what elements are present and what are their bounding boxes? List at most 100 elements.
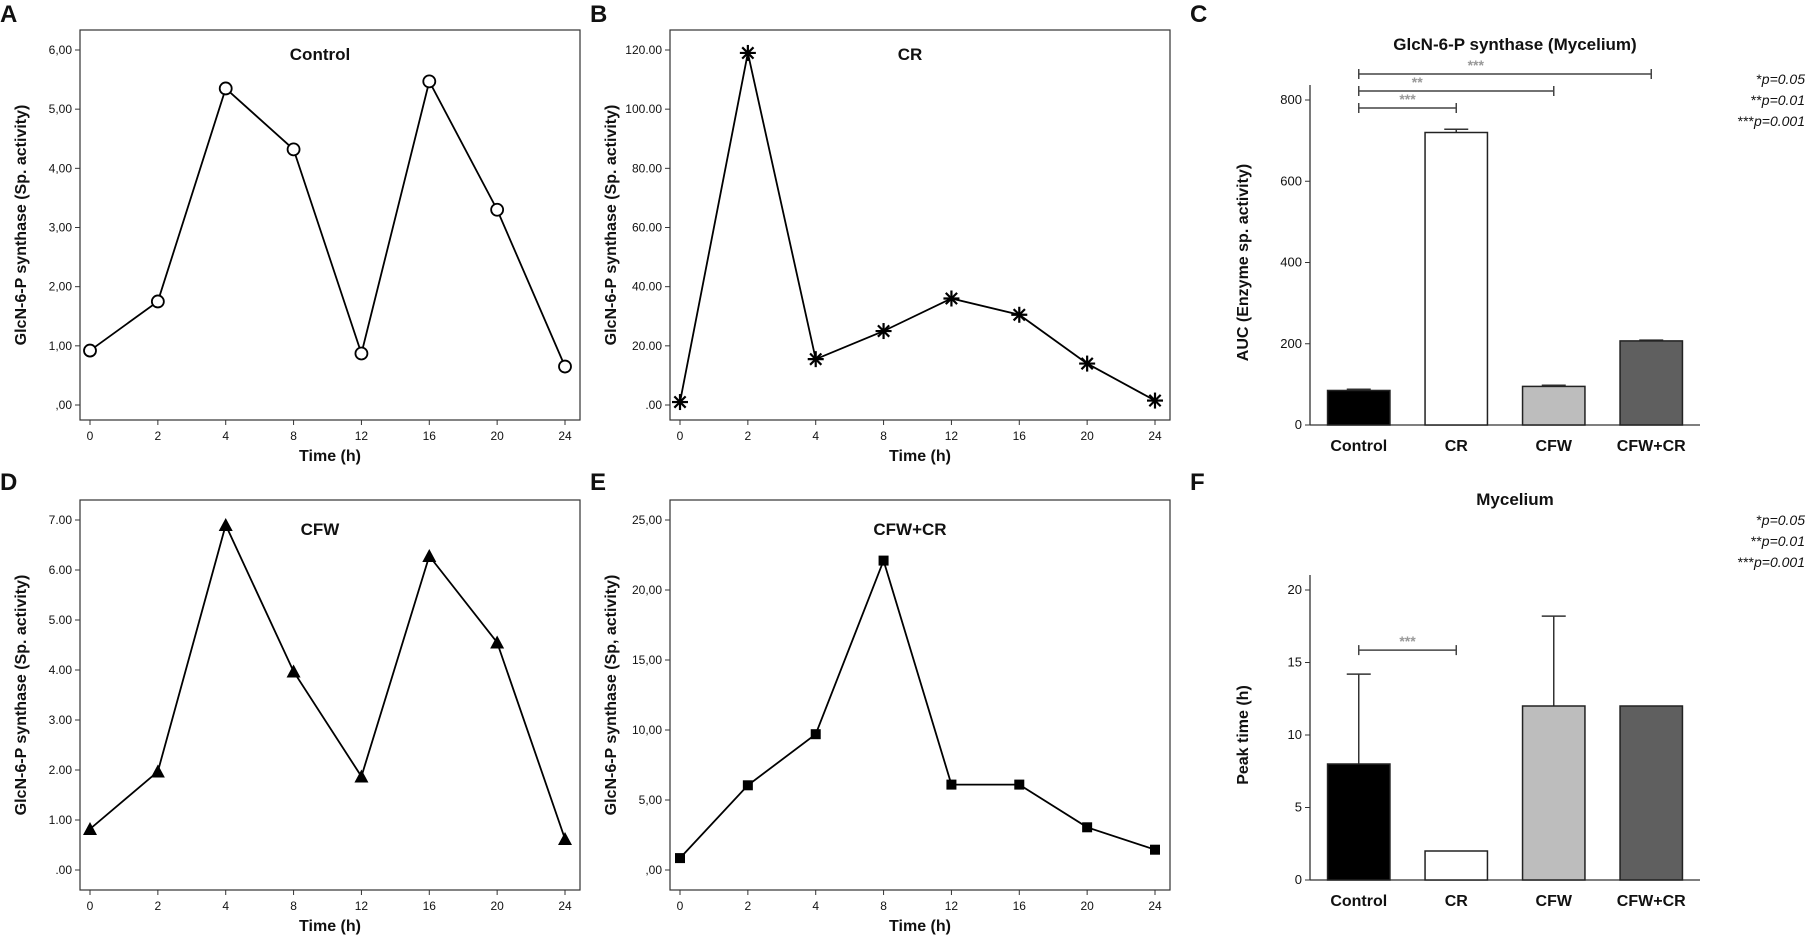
bar-cr [1424, 850, 1489, 881]
data-point-4 [354, 346, 369, 361]
x-tick-label: 16 [1013, 429, 1027, 443]
data-point-2 [218, 518, 233, 531]
data-point-7 [558, 359, 572, 374]
significance-bracket: *** [1358, 633, 1457, 656]
chart-title: CFW [301, 520, 341, 539]
legend-entry: **p=0.01 [1751, 533, 1805, 549]
y-tick-label: 25,00 [632, 513, 662, 527]
category-label: CFW [1536, 438, 1573, 455]
panel-letter: C [1190, 1, 1207, 28]
y-tick-label: 600 [1280, 173, 1302, 188]
bar-cfw [1521, 385, 1586, 426]
data-point-7 [1150, 844, 1160, 855]
legend-entry: ***p=0.001 [1738, 554, 1805, 570]
x-tick-label: 8 [290, 899, 297, 913]
y-tick-label: 400 [1280, 255, 1302, 270]
y-tick-label: 7.00 [49, 513, 73, 527]
data-point-6 [1082, 822, 1093, 833]
star-stroke [809, 352, 823, 366]
star-stroke [1012, 308, 1026, 322]
legend-stars: * [1756, 71, 1762, 87]
x-tick-label: 0 [87, 429, 94, 443]
data-point-6 [490, 635, 505, 649]
category-label: CFW+CR [1617, 438, 1686, 455]
star-stroke [877, 324, 891, 338]
y-tick-label: 4.00 [49, 663, 73, 677]
bar-cfw [1521, 705, 1586, 881]
data-point-5 [1011, 306, 1028, 323]
panel-F: F 0 5 10 15 20 Peak time (h) Mycelium Control CR C… [1190, 469, 1805, 910]
y-tick-label: 6,00 [49, 43, 73, 57]
y-tick-label: 2,00 [49, 280, 73, 294]
legend-text: p=0.05 [1761, 71, 1805, 87]
x-tick-label: 16 [423, 899, 437, 913]
x-tick-label: 2 [745, 899, 752, 913]
bar-control [1326, 763, 1391, 881]
data-point-0 [83, 822, 97, 835]
y-tick-label: 10,00 [632, 723, 662, 737]
star-stroke [1148, 394, 1162, 407]
x-tick-label: 12 [355, 899, 369, 913]
x-tick-label: 24 [558, 899, 572, 913]
legend-stars: *** [1738, 554, 1755, 570]
x-tick-label: 2 [155, 429, 162, 443]
y-tick-label: 40.00 [632, 280, 662, 294]
legend-stars: * [1756, 512, 1762, 528]
legend-text: p=0.05 [1761, 512, 1805, 528]
star-stroke [944, 292, 958, 305]
significance-label: *** [1399, 633, 1416, 649]
series-line [89, 78, 566, 367]
y-tick-label: 800 [1280, 92, 1302, 107]
y-tick-label: 100.00 [625, 102, 662, 116]
data-point-3 [878, 555, 889, 566]
legend-stars: ** [1751, 92, 1762, 108]
x-tick-label: 12 [945, 899, 959, 913]
data-point-5 [1014, 779, 1025, 790]
data-point-4 [946, 779, 957, 790]
plot-frame [669, 499, 1171, 891]
data-point-5 [422, 549, 437, 562]
x-tick-label: 20 [1080, 429, 1094, 443]
plot-frame [79, 29, 581, 421]
legend-stars: ** [1751, 533, 1762, 549]
x-tick-label: 8 [880, 899, 887, 913]
y-tick-label: 200 [1280, 336, 1302, 351]
panel-C: C 0 200 400 600 800 AUC (Enzyme sp. activity) G… [1190, 1, 1805, 455]
x-tick-label: 0 [677, 429, 684, 443]
y-tick-label: ,00 [55, 398, 72, 412]
x-tick-label: 20 [490, 899, 504, 913]
data-point-1 [150, 294, 165, 309]
legend-stars: *** [1738, 113, 1755, 129]
panel-letter: D [0, 469, 17, 496]
y-tick-label: 1,00 [49, 339, 73, 353]
y-tick-label: 80.00 [632, 161, 662, 175]
data-point-2 [218, 81, 233, 96]
x-tick-label: 20 [1080, 899, 1094, 913]
legend-entry: *p=0.05 [1756, 71, 1805, 87]
plot-frame [669, 29, 1171, 421]
x-axis-label: Time (h) [889, 448, 951, 465]
y-axis-label: AUC (Enzyme sp. activity) [1235, 164, 1252, 361]
star-stroke [673, 395, 687, 409]
chart-title: CR [898, 45, 923, 64]
y-tick-label: 20,00 [632, 583, 662, 597]
panel-letter: F [1190, 469, 1205, 496]
data-point-5 [422, 74, 437, 89]
y-tick-label: 3,00 [49, 221, 73, 235]
y-tick-label: 0 [1295, 417, 1302, 432]
bar-cfw-cr [1619, 340, 1684, 426]
x-tick-label: 12 [945, 429, 959, 443]
data-point-3 [875, 323, 892, 340]
x-axis-label: Time (h) [299, 918, 361, 935]
y-tick-label: ,00 [645, 863, 662, 877]
data-point-6 [490, 202, 505, 217]
data-point-2 [807, 351, 824, 368]
x-tick-label: 24 [1148, 899, 1162, 913]
panel-D: D.001.002.003.004.005.006.007.000 2 4 8 12 16… [0, 469, 581, 935]
y-tick-label: 60.00 [632, 221, 662, 235]
legend-entry: ***p=0.001 [1738, 113, 1805, 129]
significance-bracket: ** [1358, 74, 1555, 96]
y-axis-label: GlcN-6-P synthase (Sp. activity) [603, 105, 620, 346]
